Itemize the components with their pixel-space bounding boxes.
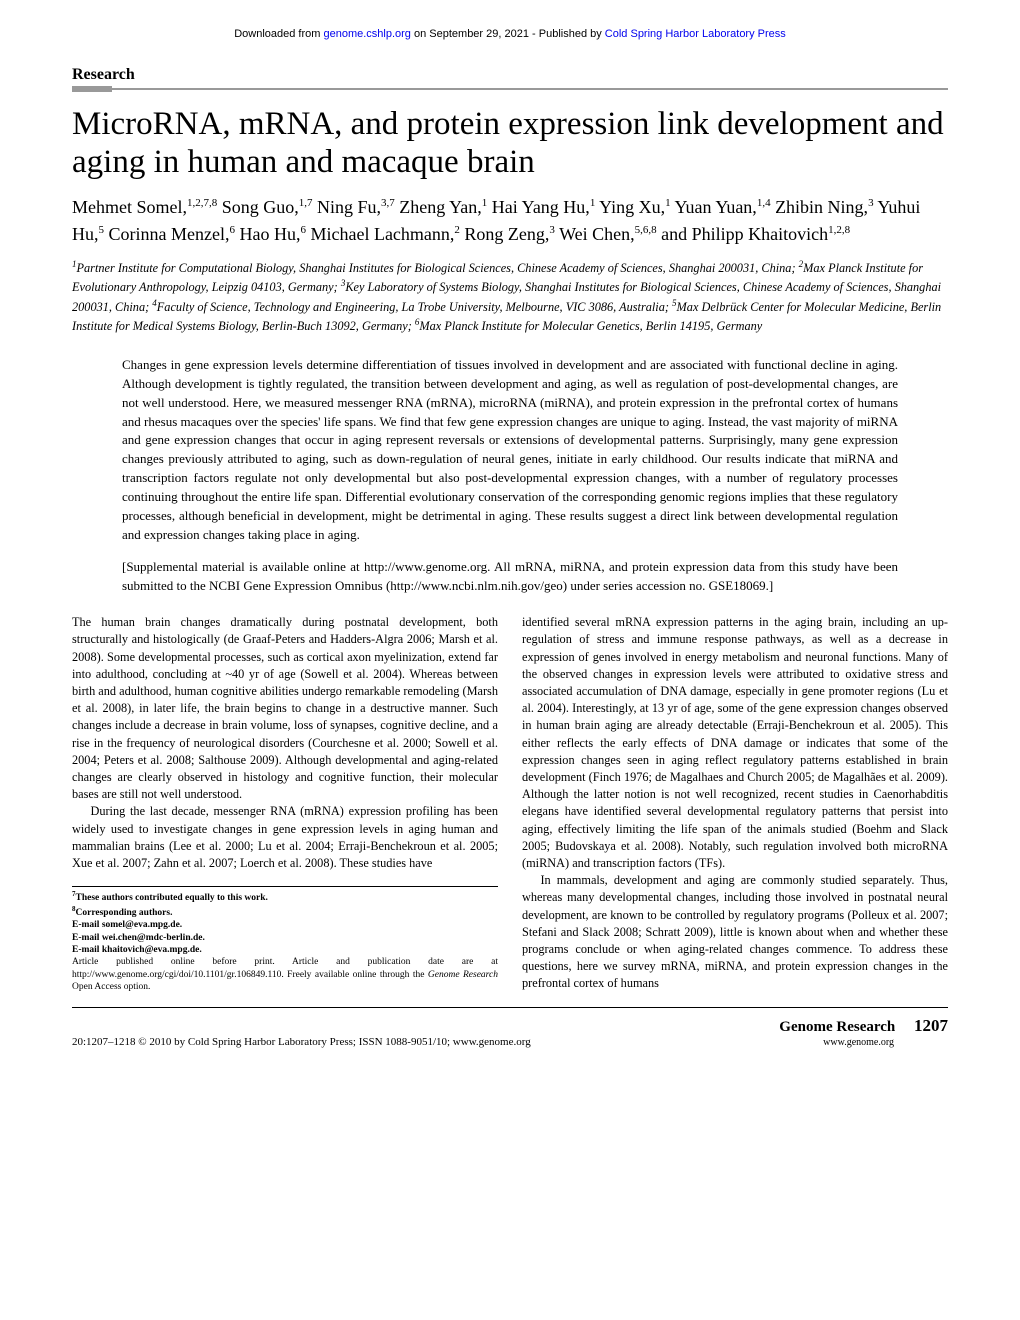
affiliations: 1Partner Institute for Computational Bio… — [72, 258, 948, 336]
footer-right: Genome Research 1207 www.genome.org — [779, 1016, 948, 1048]
banner-link-site[interactable]: genome.cshlp.org — [323, 28, 410, 40]
body-paragraph: identified several mRNA expression patte… — [522, 614, 948, 872]
body-paragraph: The human brain changes dramatically dur… — [72, 614, 498, 803]
body-paragraph: In mammals, development and aging are co… — [522, 872, 948, 992]
footer-page-number: 1207 — [914, 1016, 948, 1035]
page-footer: 20:1207–1218 © 2010 by Cold Spring Harbo… — [72, 1007, 948, 1048]
banner-middle: on September 29, 2021 - Published by — [411, 28, 605, 40]
footnote-email: E-mail khaitovich@eva.mpg.de. — [72, 944, 498, 956]
abstract: Changes in gene expression levels determ… — [72, 356, 948, 544]
supplemental-note: [Supplemental material is available onli… — [72, 558, 948, 596]
footnotes: 7These authors contributed equally to th… — [72, 886, 498, 993]
column-right: identified several mRNA expression patte… — [522, 614, 948, 993]
footnote-email: E-mail somel@eva.mpg.de. — [72, 919, 498, 931]
footer-url: www.genome.org — [779, 1037, 894, 1048]
column-left: The human brain changes dramatically dur… — [72, 614, 498, 993]
authors: Mehmet Somel,1,2,7,8 Song Guo,1,7 Ning F… — [72, 194, 948, 248]
banner-prefix: Downloaded from — [234, 28, 323, 40]
footnote-equal: These authors contributed equally to thi… — [76, 893, 268, 903]
footer-copyright: 20:1207–1218 © 2010 by Cold Spring Harbo… — [72, 1036, 531, 1048]
footer-journal: Genome Research — [779, 1019, 895, 1035]
section-label: Research — [72, 66, 948, 84]
article-title: MicroRNA, mRNA, and protein expression l… — [72, 106, 948, 182]
footnote-email: E-mail wei.chen@mdc-berlin.de. — [72, 932, 498, 944]
banner-link-publisher[interactable]: Cold Spring Harbor Laboratory Press — [605, 28, 786, 40]
download-banner: Downloaded from genome.cshlp.org on Sept… — [72, 28, 948, 40]
footnote-pubnote: Article published online before print. A… — [72, 956, 498, 993]
footnote-corresponding: Corresponding authors. — [76, 908, 173, 918]
section-rule — [72, 86, 948, 92]
body-columns: The human brain changes dramatically dur… — [72, 614, 948, 993]
body-paragraph: During the last decade, messenger RNA (m… — [72, 803, 498, 872]
